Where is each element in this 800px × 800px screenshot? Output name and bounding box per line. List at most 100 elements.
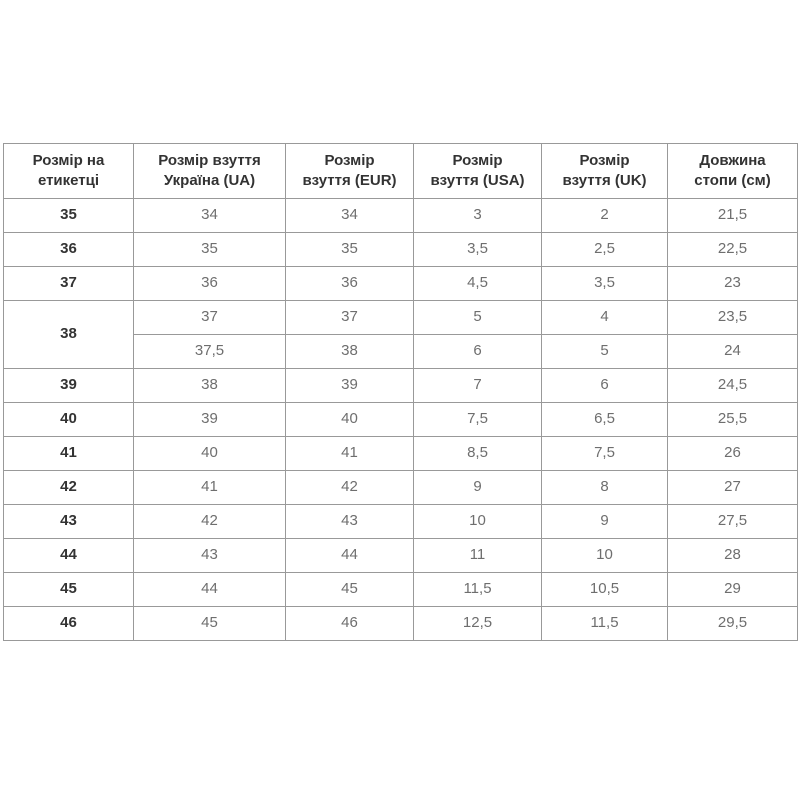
table-row: 41 40 41 8,5 7,5 26 [3, 436, 798, 471]
table-row: 38 37 37 5 4 23,5 [3, 300, 798, 369]
size-conversion-table-container: Розмір на етикетці Розмір взуття Україна … [3, 143, 798, 641]
row-label-cell: 42 [3, 470, 134, 505]
value-cell: 36 [285, 266, 414, 301]
table-row: 40 39 40 7,5 6,5 25,5 [3, 402, 798, 437]
value-cell: 5 [413, 300, 542, 335]
table-row: 39 38 39 7 6 24,5 [3, 368, 798, 403]
value-cell: 6 [541, 368, 668, 403]
row-label-cell: 44 [3, 538, 134, 573]
header-cell-1: Розмір взуття Україна (UA) [133, 143, 286, 199]
value-cell: 9 [413, 470, 542, 505]
value-cell: 24 [667, 334, 798, 369]
value-cell: 10 [413, 504, 542, 539]
value-cell: 46 [285, 606, 414, 641]
table-row: 45 44 45 11,5 10,5 29 [3, 572, 798, 607]
value-cell: 23,5 [667, 300, 798, 335]
row-label-cell: 45 [3, 572, 134, 607]
value-cell: 7 [413, 368, 542, 403]
value-cell: 21,5 [667, 198, 798, 233]
value-cell: 37,5 [133, 334, 286, 369]
value-cell: 41 [285, 436, 414, 471]
value-cell: 7,5 [413, 402, 542, 437]
value-cell: 11,5 [413, 572, 542, 607]
value-cell: 2 [541, 198, 668, 233]
table-row: 36 35 35 3,5 2,5 22,5 [3, 232, 798, 267]
value-cell: 2,5 [541, 232, 668, 267]
value-cell: 44 [285, 538, 414, 573]
value-cell: 23 [667, 266, 798, 301]
value-cell: 29 [667, 572, 798, 607]
header-cell-2: Розмір взуття (EUR) [285, 143, 414, 199]
row-label-cell: 43 [3, 504, 134, 539]
value-cell: 34 [133, 198, 286, 233]
value-cell: 3 [413, 198, 542, 233]
value-cell: 42 [133, 504, 286, 539]
value-cell: 10,5 [541, 572, 668, 607]
value-cell: 27 [667, 470, 798, 505]
value-cell: 7,5 [541, 436, 668, 471]
value-cell: 42 [285, 470, 414, 505]
value-cell: 45 [285, 572, 414, 607]
value-cell: 38 [133, 368, 286, 403]
value-cell: 41 [133, 470, 286, 505]
header-cell-5: Довжина стопи (см) [667, 143, 798, 199]
table-body: 35 34 34 3 2 21,5 36 35 35 3,5 2,5 22,5 37 36 36 4,5 3,5… [3, 198, 798, 641]
size-conversion-table: Розмір на етикетці Розмір взуття Україна … [3, 143, 798, 641]
table-row: 37,5 38 6 5 24 [4, 334, 798, 369]
value-cell: 29,5 [667, 606, 798, 641]
value-cell: 36 [133, 266, 286, 301]
row-label-cell: 36 [3, 232, 134, 267]
row-label-cell: 35 [3, 198, 134, 233]
value-cell: 6,5 [541, 402, 668, 437]
value-cell: 34 [285, 198, 414, 233]
value-cell: 38 [285, 334, 414, 369]
value-cell: 39 [133, 402, 286, 437]
table-row: 42 41 42 9 8 27 [3, 470, 798, 505]
value-cell: 11 [413, 538, 542, 573]
table-row: 44 43 44 11 10 28 [3, 538, 798, 573]
value-cell: 35 [133, 232, 286, 267]
row-label-cell: 39 [3, 368, 134, 403]
header-cell-4: Розмір взуття (UK) [541, 143, 668, 199]
value-cell: 25,5 [667, 402, 798, 437]
value-cell: 22,5 [667, 232, 798, 267]
value-cell: 26 [667, 436, 798, 471]
header-cell-0: Розмір на етикетці [3, 143, 134, 199]
value-cell: 35 [285, 232, 414, 267]
header-cell-3: Розмір взуття (USA) [413, 143, 542, 199]
row-label-cell: 41 [3, 436, 134, 471]
value-cell: 43 [285, 504, 414, 539]
table-row: 35 34 34 3 2 21,5 [3, 198, 798, 233]
value-cell: 27,5 [667, 504, 798, 539]
value-cell: 11,5 [541, 606, 668, 641]
value-cell: 6 [413, 334, 542, 369]
value-cell: 4 [541, 300, 668, 335]
table-header: Розмір на етикетці Розмір взуття Україна … [3, 143, 798, 199]
value-cell: 3,5 [413, 232, 542, 267]
value-cell: 5 [541, 334, 668, 369]
value-cell: 8 [541, 470, 668, 505]
value-cell: 3,5 [541, 266, 668, 301]
value-cell: 40 [285, 402, 414, 437]
value-cell: 12,5 [413, 606, 542, 641]
value-cell: 24,5 [667, 368, 798, 403]
value-cell: 43 [133, 538, 286, 573]
value-cell: 44 [133, 572, 286, 607]
value-cell: 40 [133, 436, 286, 471]
row-label-cell: 46 [3, 606, 134, 641]
row-label-cell: 40 [3, 402, 134, 437]
value-cell: 39 [285, 368, 414, 403]
value-cell: 10 [541, 538, 668, 573]
row-label-cell: 38 [3, 300, 134, 369]
value-cell: 4,5 [413, 266, 542, 301]
table-row: 46 45 46 12,5 11,5 29,5 [3, 606, 798, 641]
value-cell: 8,5 [413, 436, 542, 471]
value-cell: 37 [285, 300, 414, 335]
header-row: Розмір на етикетці Розмір взуття Україна … [3, 143, 798, 199]
value-cell: 9 [541, 504, 668, 539]
value-cell: 28 [667, 538, 798, 573]
value-cell: 45 [133, 606, 286, 641]
row-label-cell: 37 [3, 266, 134, 301]
value-cell: 37 [133, 300, 286, 335]
table-row: 37 36 36 4,5 3,5 23 [3, 266, 798, 301]
